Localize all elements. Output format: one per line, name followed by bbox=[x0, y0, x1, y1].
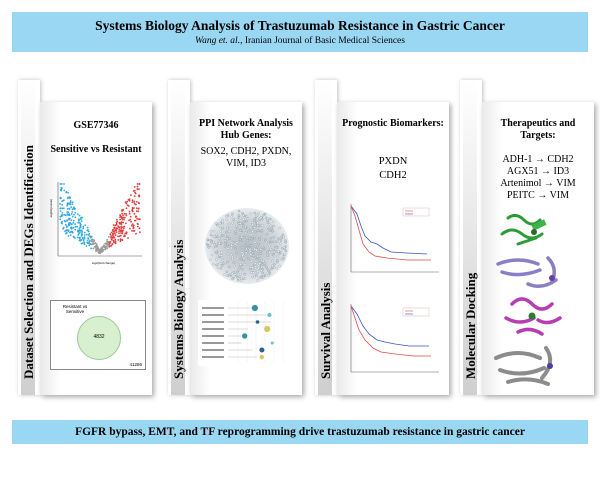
header-banner: Systems Biology Analysis of Trastuzumab … bbox=[12, 12, 588, 52]
gene-pxdn: PXDN bbox=[378, 156, 408, 167]
protein-structures-image bbox=[494, 213, 562, 386]
side-label-survival: Survival Analysis bbox=[318, 282, 333, 379]
column-systems: Systems Biology Analysis PPI Network Ana… bbox=[168, 80, 306, 395]
side-label-docking: Molecular Docking bbox=[463, 272, 478, 379]
panel-systems: PPI Network Analysis Hub Genes: SOX2, CD… bbox=[190, 102, 302, 395]
column-docking: Molecular Docking Therapeutics and Targe… bbox=[460, 80, 598, 395]
volcano-plot: -log10(pvalue) log2(fold change) bbox=[49, 182, 142, 265]
footer-banner: FGFR bypass, EMT, and TF reprogramming d… bbox=[12, 420, 588, 444]
panel-title-docking: Therapeutics and Targets: bbox=[500, 118, 576, 141]
panel-title-dataset: GSE77346 bbox=[73, 120, 119, 131]
panel-title-survival: Prognostic Biomarkers: bbox=[342, 118, 444, 129]
docking-pair-1: ADH-1 → CDH2 bbox=[502, 154, 574, 165]
gene-cdh2: CDH2 bbox=[379, 170, 407, 181]
header-title: Systems Biology Analysis of Trastuzumab … bbox=[95, 18, 505, 33]
volcano-xlabel: log2(fold change) bbox=[92, 261, 115, 265]
panel-subtitle-dataset: Sensitive vs Resistant bbox=[50, 144, 142, 155]
side-label-dataset: Dataset Selection and DEGs Identificatio… bbox=[21, 145, 36, 379]
venn-count: 4832 bbox=[93, 334, 105, 340]
km-plot-cdh2 bbox=[350, 304, 439, 373]
header-subtitle: Wang et. al., Iranian Journal of Basic M… bbox=[12, 36, 588, 46]
header-journal: , Iranian Journal of Basic Medical Scien… bbox=[240, 36, 405, 46]
venn-circle bbox=[77, 316, 121, 360]
enrichment-dot-plot bbox=[198, 300, 296, 366]
hub-genes-text: SOX2, CDH2, PXDN, VIM, ID3 bbox=[200, 146, 292, 169]
header-authors: Wang et. al. bbox=[195, 36, 241, 46]
panel-title-systems: PPI Network Analysis Hub Genes: bbox=[199, 118, 293, 141]
venn-total: 41286 bbox=[129, 362, 142, 367]
panel-dataset: GSE77346 Sensitive vs Resistant -log10(p… bbox=[40, 102, 152, 395]
volcano-ylabel: -log10(pvalue) bbox=[49, 199, 53, 218]
docking-pair-2: AGX51 → ID3 bbox=[506, 166, 570, 177]
docking-pair-3: Artenimol → VIM bbox=[500, 178, 576, 189]
column-strip bbox=[168, 80, 190, 395]
panel-docking: Therapeutics and Targets: ADH-1 → CDH2 A… bbox=[482, 102, 594, 395]
venn-box: Resistant vs Sensitive 4832 41286 bbox=[50, 300, 146, 370]
side-label-systems: Systems Biology Analysis bbox=[171, 239, 186, 379]
column-strip bbox=[315, 80, 337, 395]
column-dataset: Dataset Selection and DEGs Identificatio… bbox=[18, 80, 156, 395]
ppi-network-image bbox=[205, 208, 289, 284]
km-plot-pxdn bbox=[350, 204, 439, 273]
docking-pair-4: PEITC → VIM bbox=[506, 190, 570, 201]
panel-survival: Prognostic Biomarkers: PXDN CDH2 bbox=[337, 102, 449, 395]
venn-label: Resistant vs Sensitive bbox=[62, 304, 88, 314]
column-survival: Survival Analysis Prognostic Biomarkers:… bbox=[315, 80, 453, 395]
column-strip bbox=[460, 80, 482, 395]
column-strip bbox=[18, 80, 40, 395]
